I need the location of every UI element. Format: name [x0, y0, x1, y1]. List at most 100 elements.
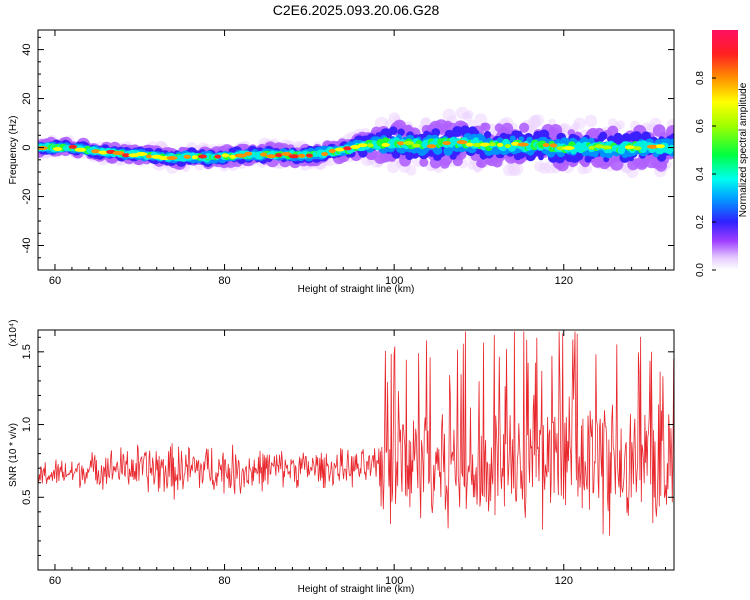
- spectrogram-peak: [306, 153, 313, 158]
- colorbar-ticks: 0.0 0.2 0.4 0.6 0.8: [695, 71, 716, 277]
- snr-data: [38, 331, 674, 536]
- spectrogram-peak: [412, 143, 421, 148]
- colorbar-tick-label: 0.6: [695, 119, 706, 133]
- spectrogram-cell: [483, 131, 492, 139]
- spectrogram-peak: [98, 150, 109, 155]
- spectrogram-y-axis-label: Frequency (Hz): [8, 116, 19, 185]
- spectrogram-cell: [584, 114, 598, 128]
- snr-y-tick-label: 1.0: [21, 417, 33, 432]
- spectrogram-peak: [472, 142, 483, 147]
- spectrogram-peak: [504, 144, 511, 148]
- spectrogram-cell: [669, 138, 674, 146]
- colorbar-tick-label: 0.4: [695, 167, 706, 181]
- snr-panel: 60 80 100 120 0.5 1.0 1.5 Height of straight l…: [8, 319, 675, 595]
- spectrogram-cell: [472, 137, 479, 144]
- spectrogram-peak: [297, 153, 306, 158]
- snr-x-axis-label: Height of straight line (km): [298, 584, 415, 595]
- spectrogram-peak: [367, 143, 374, 148]
- spectrogram-data: [38, 106, 674, 179]
- spectrogram-peak: [166, 156, 178, 160]
- colorbar: 0.0 0.2 0.4 0.6 0.8 Normalized spectral ampl…: [695, 30, 749, 277]
- spectrogram-peak: [214, 154, 222, 159]
- spectrogram-peak: [381, 142, 391, 147]
- spectrogram-cell: [481, 122, 491, 132]
- spectrogram-cell: [613, 132, 623, 142]
- spectrogram-cell: [526, 136, 533, 144]
- spectrogram-ticks: 60 80 100 120 -40 -20 0 20 40: [21, 30, 674, 287]
- spectrogram-peak: [52, 147, 63, 151]
- spectrogram-y-tick-label: 20: [21, 92, 33, 104]
- snr-x-tick-label: 80: [218, 575, 230, 587]
- spectrogram-peak: [68, 144, 78, 149]
- spectrogram-peak: [328, 149, 336, 153]
- spectrogram-x-tick-label: 80: [218, 275, 230, 287]
- spectrogram-cell: [392, 150, 401, 159]
- colorbar-label: Normalized spectral amplitude: [738, 82, 749, 217]
- spectrogram-peak: [321, 152, 328, 156]
- spectrogram-peak: [549, 143, 558, 148]
- spectrogram-peak: [145, 154, 153, 159]
- spectrogram-peak: [588, 145, 595, 150]
- snr-series-line: [38, 331, 674, 536]
- spectrogram-x-tick-label: 100: [385, 275, 403, 287]
- spectrogram-peak: [646, 144, 659, 149]
- spectrogram-peak: [480, 142, 490, 147]
- colorbar-tick-label: 0.8: [695, 71, 706, 85]
- spectrogram-cell: [519, 122, 530, 133]
- spectrogram-peak: [542, 143, 550, 147]
- spectrogram-cell: [388, 126, 398, 135]
- colorbar-tick-label: 0.2: [695, 215, 706, 229]
- colorbar-gradient: [712, 30, 738, 270]
- spectrogram-y-tick-label: 40: [21, 43, 33, 55]
- spectrogram-peak: [562, 146, 575, 150]
- page-title: C2E6.2025.093.20.06.G28: [272, 2, 440, 18]
- spectrogram-peak: [403, 141, 415, 145]
- spectrogram-cell: [405, 164, 417, 176]
- spectrogram-peak: [358, 143, 368, 148]
- spectrogram-peak: [624, 145, 636, 150]
- spectrogram-x-tick-label: 60: [49, 275, 61, 287]
- spectrogram-peak: [121, 153, 131, 158]
- spectrogram-panel: 60 80 100 120 -40 -20 0 20 40 Height of straight…: [8, 29, 675, 295]
- spectrogram-cell: [621, 133, 632, 144]
- snr-x-tick-label: 60: [49, 575, 61, 587]
- spectrogram-y-tick-label: 0: [21, 144, 33, 150]
- spectrogram-cell: [651, 147, 656, 152]
- colorbar-tick-label: 0.0: [695, 263, 706, 277]
- spectrogram-frame: [37, 29, 675, 271]
- spectrogram-x-axis-label: Height of straight line (km): [298, 284, 415, 295]
- spectrogram-peak: [91, 149, 101, 154]
- spectrogram-cell: [421, 117, 432, 127]
- spectrogram-peak: [343, 146, 352, 151]
- spectrogram-y-tick-label: -20: [21, 189, 33, 205]
- spectrogram-peak: [198, 154, 207, 159]
- spectrogram-cell: [419, 157, 429, 167]
- spectrogram-cell: [465, 110, 474, 119]
- spectrogram-peak: [350, 145, 361, 149]
- spectrogram-cell: [397, 128, 405, 136]
- spectrogram-cell: [573, 117, 586, 130]
- spectrogram-peak: [594, 144, 605, 149]
- spectrogram-y-tick-label: -40: [21, 238, 33, 254]
- snr-ticks: 60 80 100 120 0.5 1.0 1.5: [21, 330, 674, 587]
- spectrogram-cell: [467, 119, 477, 129]
- spectrogram-peak: [244, 151, 253, 156]
- spectrogram-cell: [476, 158, 487, 169]
- spectrogram-x-tick-label: 120: [555, 275, 573, 287]
- snr-x-tick-label: 100: [385, 575, 403, 587]
- spectrogram-peak: [426, 144, 437, 149]
- snr-y-axis-label: SNR (10 * v/v): [8, 423, 19, 487]
- spectrogram-peak: [74, 147, 87, 152]
- spectrogram-cell: [670, 133, 674, 141]
- snr-multiplier-label: (x10⁴): [8, 319, 19, 346]
- spectrogram-cell: [431, 128, 441, 137]
- spectrogram-peak: [112, 151, 125, 155]
- snr-frame: [37, 329, 675, 571]
- spectrogram-peak: [489, 142, 496, 147]
- spectrogram-cell: [615, 120, 626, 130]
- spectrogram-peak: [288, 154, 300, 159]
- spectrogram-peak: [191, 155, 198, 160]
- spectrogram-peak: [465, 142, 474, 147]
- spectrogram-cell: [531, 114, 545, 127]
